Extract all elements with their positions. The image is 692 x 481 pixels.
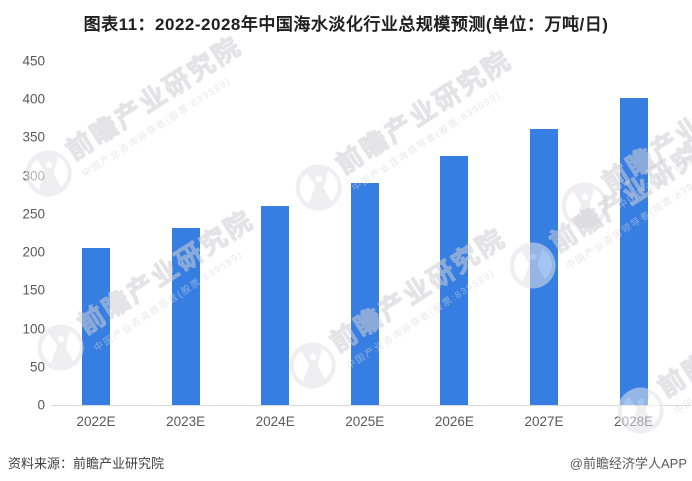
x-axis-label: 2025E: [345, 414, 385, 429]
bar: [530, 129, 558, 405]
chart-title: 图表11：2022-2028年中国海水淡化行业总规模预测(单位：万吨/日): [83, 15, 609, 34]
bar: [350, 182, 379, 405]
y-axis-label: 50: [29, 359, 45, 375]
y-axis-label: 0: [37, 397, 45, 413]
y-axis-label: 400: [22, 91, 45, 107]
y-axis-label: 350: [22, 129, 45, 145]
x-axis-label: 2024E: [255, 414, 295, 429]
y-axis-label: 100: [22, 321, 45, 337]
source-note: 资料来源：前瞻产业研究院: [8, 456, 165, 471]
x-axis-label: 2026E: [434, 414, 474, 429]
x-axis-label: 2027E: [524, 414, 564, 429]
x-axis-label: 2023E: [166, 414, 206, 429]
y-axis-label: 250: [22, 206, 45, 222]
y-axis-label: 300: [22, 168, 45, 184]
bar: [261, 206, 290, 405]
bar: [171, 227, 200, 405]
y-axis-label: 150: [22, 282, 45, 298]
bar: [440, 155, 469, 405]
x-axis-line: [51, 405, 690, 406]
y-axis-label: 450: [22, 53, 45, 69]
x-axis-label: 2028E: [614, 414, 654, 429]
bar: [619, 97, 648, 405]
x-axis-label: 2022E: [76, 414, 116, 429]
bar: [82, 247, 110, 405]
y-axis-label: 200: [22, 244, 45, 260]
app-credit: @前瞻经济学人APP: [569, 456, 687, 471]
